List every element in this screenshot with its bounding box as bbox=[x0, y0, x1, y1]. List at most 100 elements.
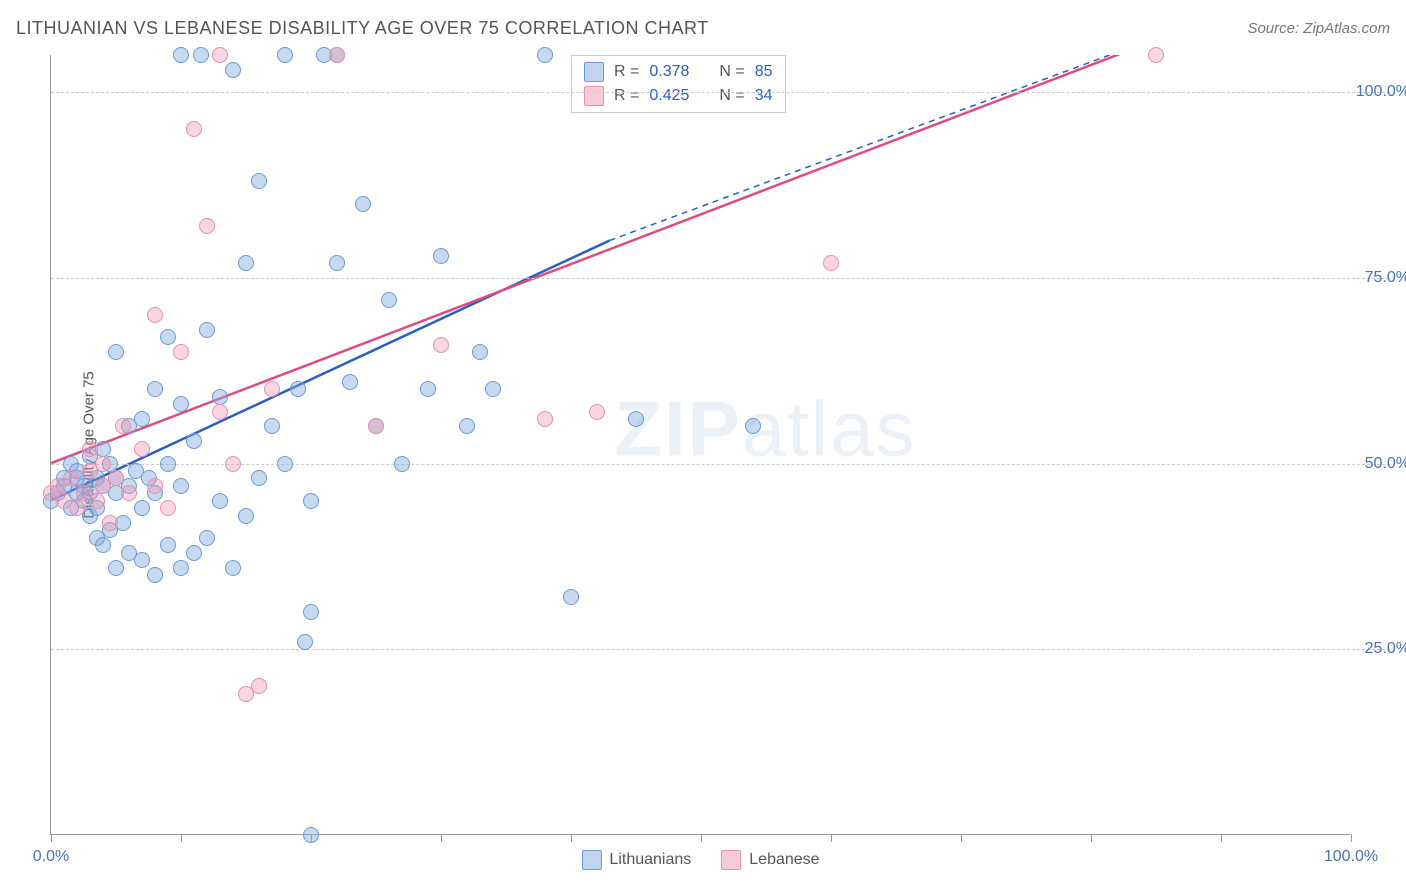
scatter-point bbox=[69, 500, 85, 516]
scatter-point bbox=[212, 404, 228, 420]
scatter-point bbox=[472, 344, 488, 360]
scatter-point bbox=[277, 47, 293, 63]
scatter-point bbox=[420, 381, 436, 397]
scatter-point bbox=[160, 537, 176, 553]
ytick-label: 25.0% bbox=[1365, 640, 1406, 658]
scatter-point bbox=[459, 418, 475, 434]
scatter-point bbox=[186, 545, 202, 561]
legend-swatch bbox=[721, 850, 741, 870]
scatter-point bbox=[290, 381, 306, 397]
gridline bbox=[51, 92, 1390, 93]
scatter-point bbox=[102, 515, 118, 531]
ytick-label: 100.0% bbox=[1356, 83, 1406, 101]
xtick bbox=[1091, 834, 1092, 842]
xtick bbox=[181, 834, 182, 842]
xtick bbox=[441, 834, 442, 842]
legend-swatch bbox=[584, 86, 604, 106]
xtick bbox=[1351, 834, 1352, 842]
scatter-point bbox=[297, 634, 313, 650]
scatter-point bbox=[225, 62, 241, 78]
scatter-point bbox=[563, 589, 579, 605]
legend-stat-row: R =0.378N =85 bbox=[584, 60, 773, 84]
scatter-point bbox=[238, 255, 254, 271]
xtick bbox=[1221, 834, 1222, 842]
scatter-point bbox=[264, 418, 280, 434]
scatter-point bbox=[212, 389, 228, 405]
scatter-point bbox=[147, 567, 163, 583]
scatter-point bbox=[329, 47, 345, 63]
xtick bbox=[961, 834, 962, 842]
scatter-point bbox=[108, 344, 124, 360]
scatter-point bbox=[186, 121, 202, 137]
scatter-point bbox=[303, 493, 319, 509]
legend-swatch bbox=[581, 850, 601, 870]
scatter-point bbox=[173, 478, 189, 494]
scatter-point bbox=[199, 218, 215, 234]
xtick-label: 100.0% bbox=[1324, 848, 1378, 866]
gridline bbox=[51, 278, 1390, 279]
scatter-point bbox=[212, 493, 228, 509]
ytick-label: 75.0% bbox=[1365, 269, 1406, 287]
scatter-point bbox=[823, 255, 839, 271]
legend-stats: R =0.378N =85R =0.425N =34 bbox=[571, 55, 786, 113]
xtick-label: 0.0% bbox=[33, 848, 69, 866]
scatter-point bbox=[121, 485, 137, 501]
gridline bbox=[51, 464, 1390, 465]
scatter-point bbox=[537, 411, 553, 427]
scatter-point bbox=[251, 173, 267, 189]
legend-series: Lithuanians Lebanese bbox=[581, 850, 819, 870]
scatter-point bbox=[89, 493, 105, 509]
scatter-point bbox=[134, 441, 150, 457]
ytick-label: 50.0% bbox=[1365, 455, 1406, 473]
trend-lines bbox=[51, 55, 1350, 834]
scatter-point bbox=[1148, 47, 1164, 63]
scatter-point bbox=[147, 478, 163, 494]
scatter-point bbox=[342, 374, 358, 390]
scatter-point bbox=[147, 307, 163, 323]
scatter-point bbox=[537, 47, 553, 63]
scatter-point bbox=[485, 381, 501, 397]
scatter-point bbox=[264, 381, 280, 397]
scatter-point bbox=[95, 537, 111, 553]
scatter-point bbox=[394, 456, 410, 472]
scatter-point bbox=[173, 344, 189, 360]
header: LITHUANIAN VS LEBANESE DISABILITY AGE OV… bbox=[16, 18, 1390, 39]
gridline bbox=[51, 649, 1390, 650]
scatter-point bbox=[108, 560, 124, 576]
scatter-point bbox=[173, 47, 189, 63]
legend-series-item: Lebanese bbox=[721, 850, 819, 870]
scatter-point bbox=[745, 418, 761, 434]
scatter-point bbox=[160, 500, 176, 516]
scatter-point bbox=[628, 411, 644, 427]
xtick bbox=[831, 834, 832, 842]
scatter-point bbox=[199, 322, 215, 338]
scatter-point bbox=[381, 292, 397, 308]
scatter-point bbox=[199, 530, 215, 546]
scatter-point bbox=[186, 433, 202, 449]
scatter-point bbox=[251, 470, 267, 486]
scatter-point bbox=[160, 456, 176, 472]
watermark: ZIPatlas bbox=[614, 383, 916, 474]
scatter-point bbox=[212, 47, 228, 63]
watermark-rest: atlas bbox=[742, 384, 917, 472]
scatter-point bbox=[238, 508, 254, 524]
scatter-point bbox=[95, 456, 111, 472]
scatter-point bbox=[115, 418, 131, 434]
scatter-point bbox=[82, 441, 98, 457]
legend-swatch bbox=[584, 62, 604, 82]
scatter-point bbox=[134, 552, 150, 568]
scatter-point bbox=[173, 560, 189, 576]
legend-series-label: Lithuanians bbox=[609, 851, 691, 869]
scatter-point bbox=[589, 404, 605, 420]
scatter-point bbox=[277, 456, 293, 472]
scatter-point bbox=[173, 396, 189, 412]
scatter-point bbox=[303, 827, 319, 843]
scatter-point bbox=[433, 337, 449, 353]
scatter-point bbox=[368, 418, 384, 434]
scatter-point bbox=[225, 560, 241, 576]
legend-series-item: Lithuanians bbox=[581, 850, 691, 870]
scatter-point bbox=[160, 329, 176, 345]
xtick bbox=[571, 834, 572, 842]
scatter-point bbox=[134, 500, 150, 516]
watermark-bold: ZIP bbox=[614, 384, 741, 472]
